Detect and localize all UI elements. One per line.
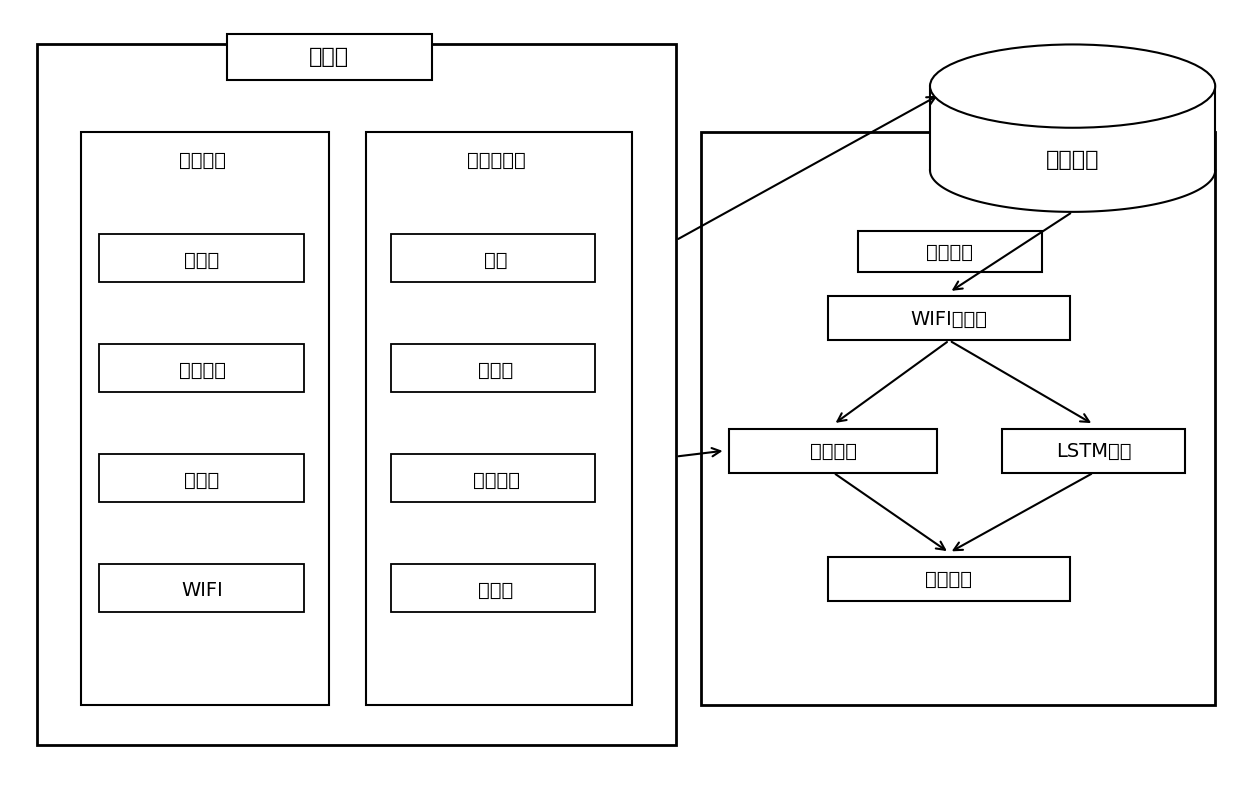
Bar [391, 344, 595, 392]
Text: 航迹推算: 航迹推算 [810, 442, 857, 461]
Text: WIFI: WIFI [181, 581, 223, 600]
Text: LSTM预测: LSTM预测 [1056, 442, 1131, 461]
Bar [99, 344, 304, 392]
Ellipse shape [930, 44, 1215, 128]
Bar [99, 564, 304, 612]
Text: 方向估计: 方向估计 [472, 471, 520, 490]
Text: 指纹地图: 指纹地图 [1045, 151, 1100, 170]
Text: 数据采集: 数据采集 [179, 151, 226, 170]
Bar [1002, 429, 1185, 473]
Bar [99, 454, 304, 502]
Bar [701, 132, 1215, 705]
Bar [391, 454, 595, 502]
Bar [227, 34, 432, 80]
Text: 磁力计: 磁力计 [185, 251, 219, 270]
Text: 滤波算法: 滤波算法 [925, 570, 972, 590]
Bar [729, 429, 937, 473]
Text: 手机端: 手机端 [309, 47, 348, 66]
Text: 陀螺仪: 陀螺仪 [185, 471, 219, 490]
Text: 计步器: 计步器 [479, 360, 513, 380]
Text: WIFI粗定位: WIFI粗定位 [910, 310, 987, 329]
Bar [391, 234, 595, 282]
Bar [37, 44, 676, 745]
Text: 时间戳: 时间戳 [479, 581, 513, 600]
Text: 加速度计: 加速度计 [179, 360, 226, 380]
Bar [828, 557, 1070, 601]
Bar [391, 564, 595, 612]
Bar [81, 132, 329, 705]
Bar [99, 234, 304, 282]
Bar [858, 231, 1042, 272]
Bar [366, 132, 632, 705]
Text: 服务器端: 服务器端 [926, 243, 973, 262]
Text: 数据预处理: 数据预处理 [466, 151, 526, 170]
Bar [930, 86, 1215, 170]
Text: 去噪: 去噪 [485, 251, 507, 270]
Bar [828, 296, 1070, 340]
